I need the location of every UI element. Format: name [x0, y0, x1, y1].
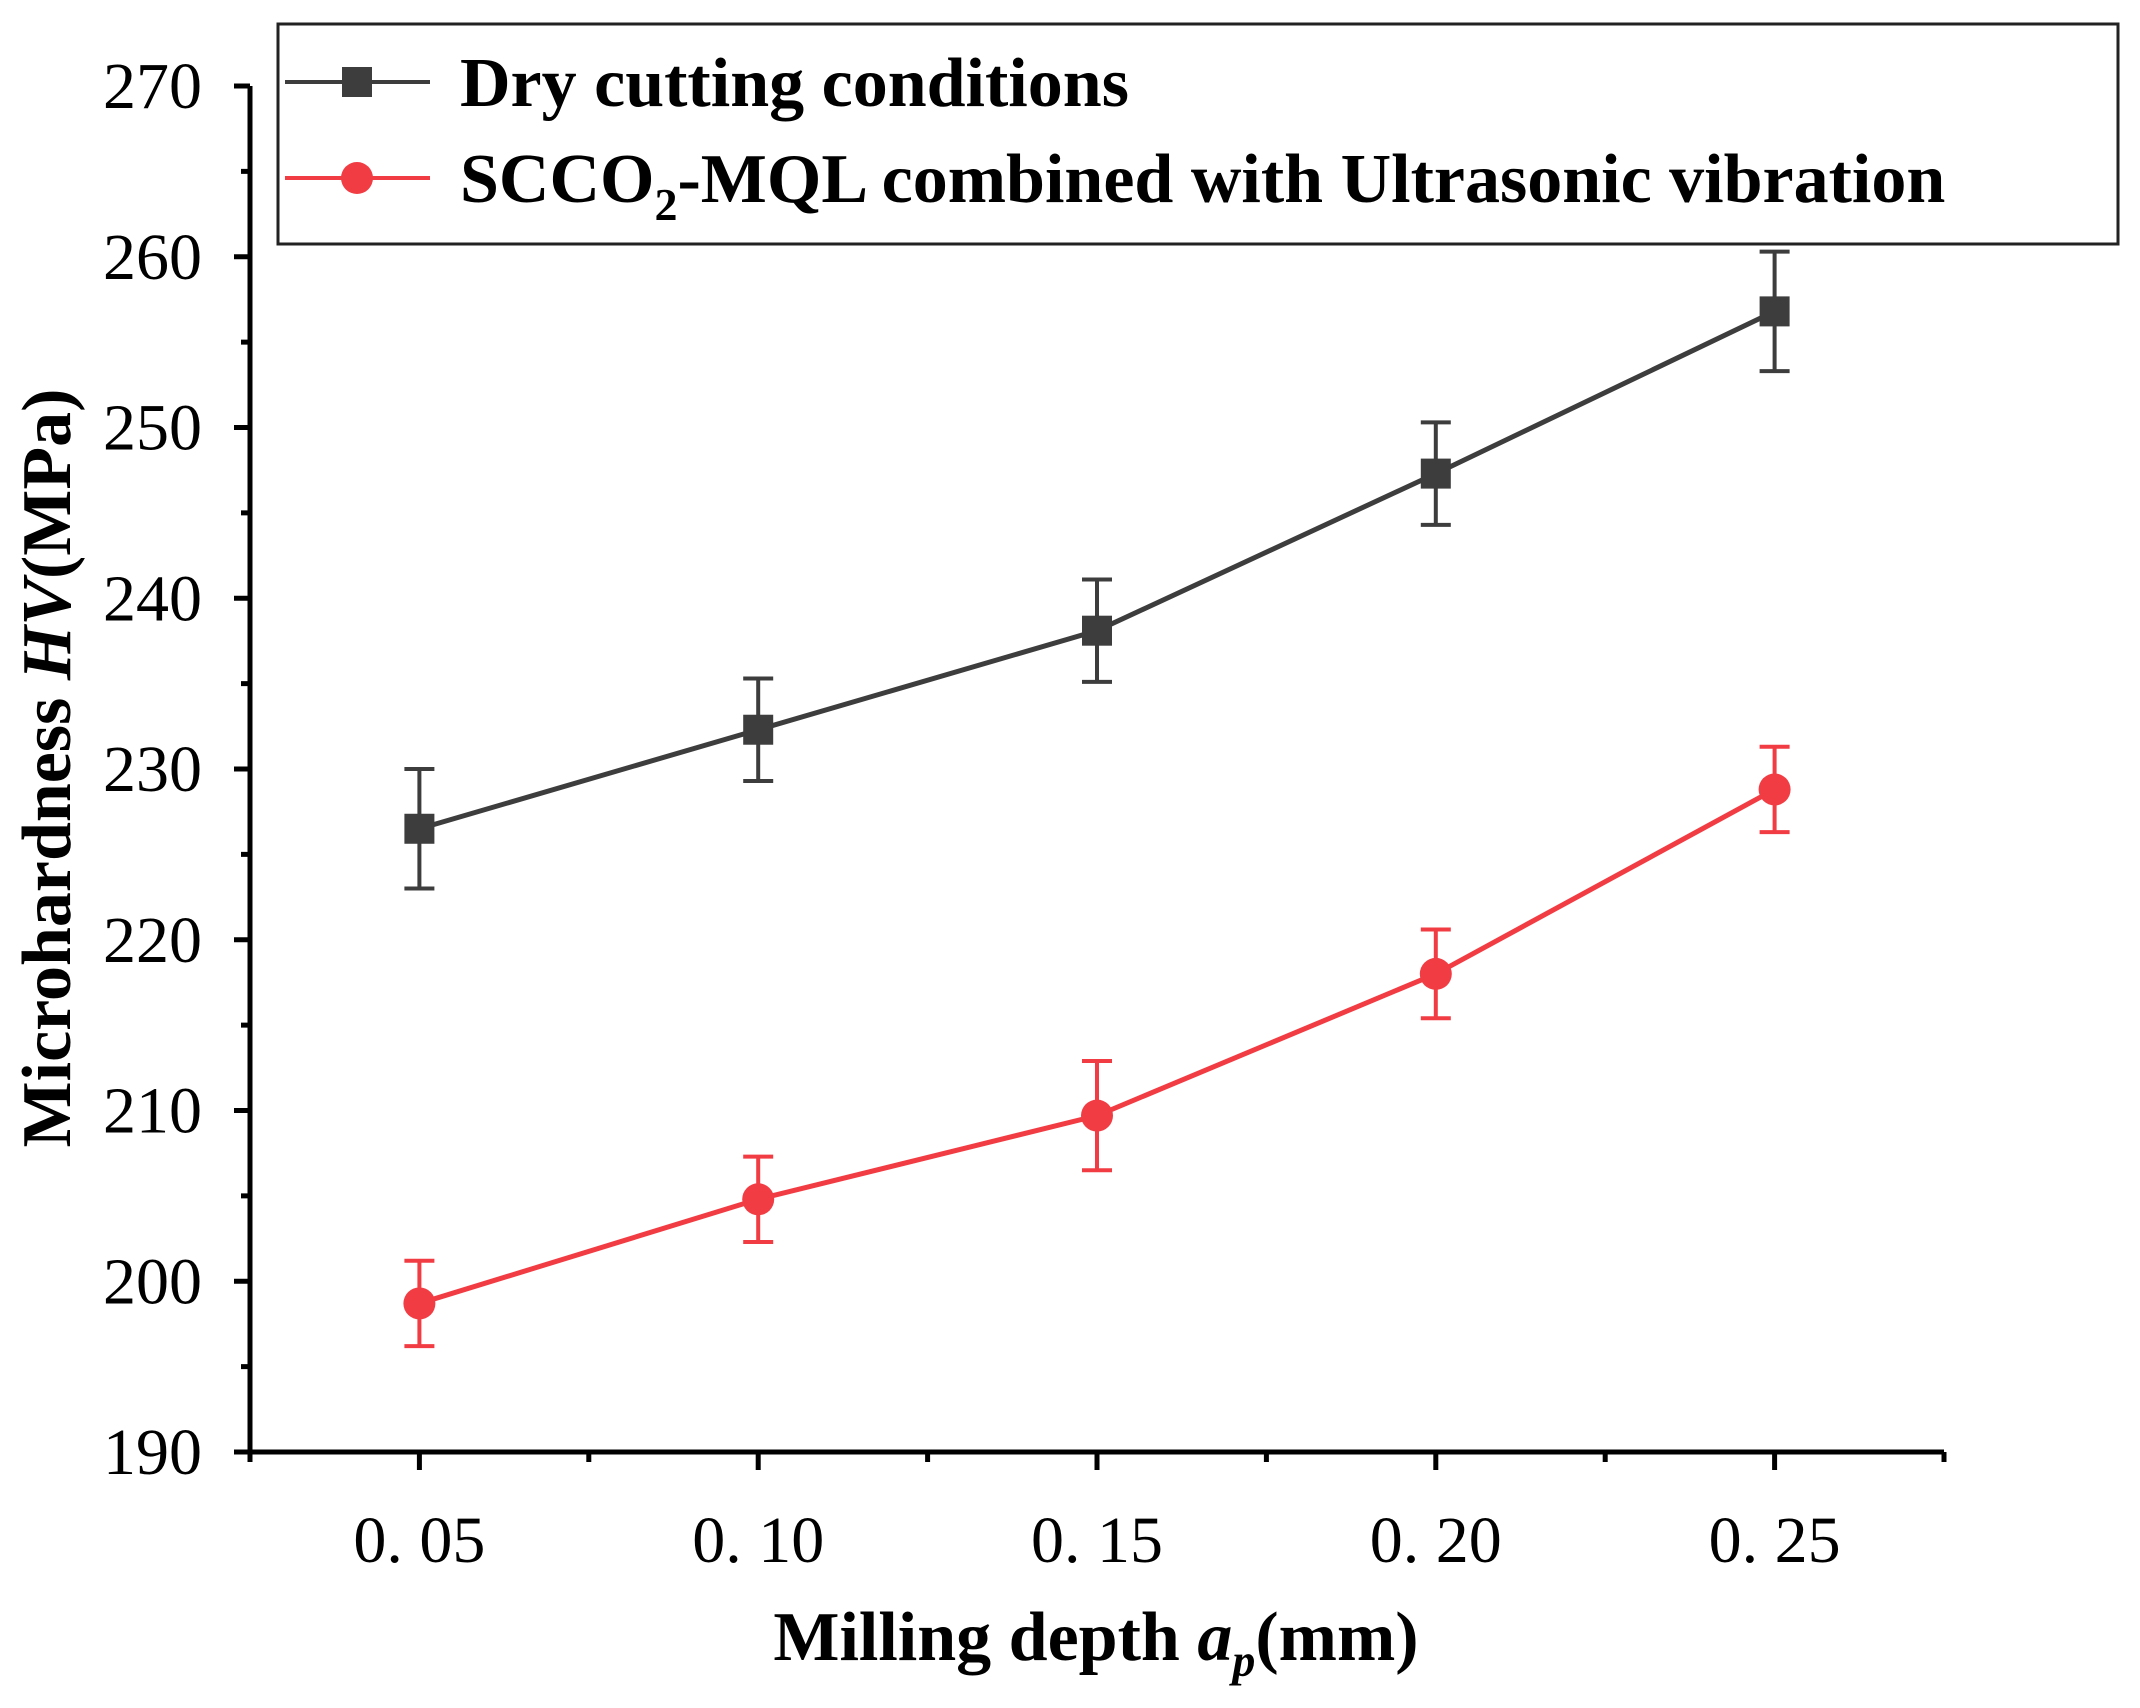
y-tick-label: 240 [103, 562, 202, 635]
x-ticks: 0. 05 0. 10 0. 15 0. 20 0. 25 [247, 1452, 1947, 1577]
x-tick-label: 0. 20 [1370, 1504, 1502, 1577]
legend-marker-dry [342, 67, 372, 97]
x-tick-label: 0. 10 [692, 1504, 824, 1577]
series-1 [403, 744, 1791, 1349]
y-tick-label: 270 [103, 50, 202, 123]
legend-marker-scco2 [341, 162, 373, 194]
data-point [743, 714, 774, 745]
data-point [742, 1183, 775, 1216]
series-line [418, 787, 1776, 1306]
data-point [403, 1287, 436, 1320]
y-tick-label: 220 [103, 904, 202, 977]
legend-item-dry: Dry cutting conditions [285, 45, 1129, 122]
legend-box [276, 22, 2120, 246]
data-point [1081, 1099, 1113, 1132]
series-layer [403, 249, 1791, 1349]
data-point [1759, 296, 1790, 327]
data-point [1758, 773, 1791, 806]
data-point [1082, 615, 1112, 646]
legend-label-dry: Dry cutting conditions [460, 45, 1129, 122]
x-tick-label: 0. 15 [1031, 1504, 1163, 1577]
y-tick-label: 210 [103, 1075, 202, 1148]
data-point [404, 813, 435, 844]
legend-subscript: 2 [654, 179, 677, 230]
series-0 [404, 249, 1790, 891]
data-point [1420, 458, 1451, 489]
y-tick-label: 200 [103, 1245, 202, 1318]
y-tick-label: 260 [103, 221, 202, 294]
x-axis-title: Milling depth ap(mm) [773, 1599, 1418, 1686]
y-axis-title: Microhardness HV(MPa) [9, 389, 86, 1148]
legend: Dry cutting conditions SCCO2-MQL combine… [276, 22, 2120, 246]
series-line [418, 309, 1776, 832]
y-ticks: 190 200 210 220 230 240 250 260 270 [103, 50, 250, 1489]
data-point [1419, 957, 1452, 990]
legend-label-scco2: SCCO2-MQL combined with Ultrasonic vibra… [460, 141, 1945, 230]
x-tick-label: 0. 05 [353, 1504, 485, 1577]
y-tick-label: 250 [103, 392, 202, 465]
x-tick-label: 0. 25 [1709, 1504, 1841, 1577]
y-tick-label: 190 [103, 1416, 202, 1489]
legend-item-scco2: SCCO2-MQL combined with Ultrasonic vibra… [285, 141, 1945, 230]
y-tick-label: 230 [103, 733, 202, 806]
